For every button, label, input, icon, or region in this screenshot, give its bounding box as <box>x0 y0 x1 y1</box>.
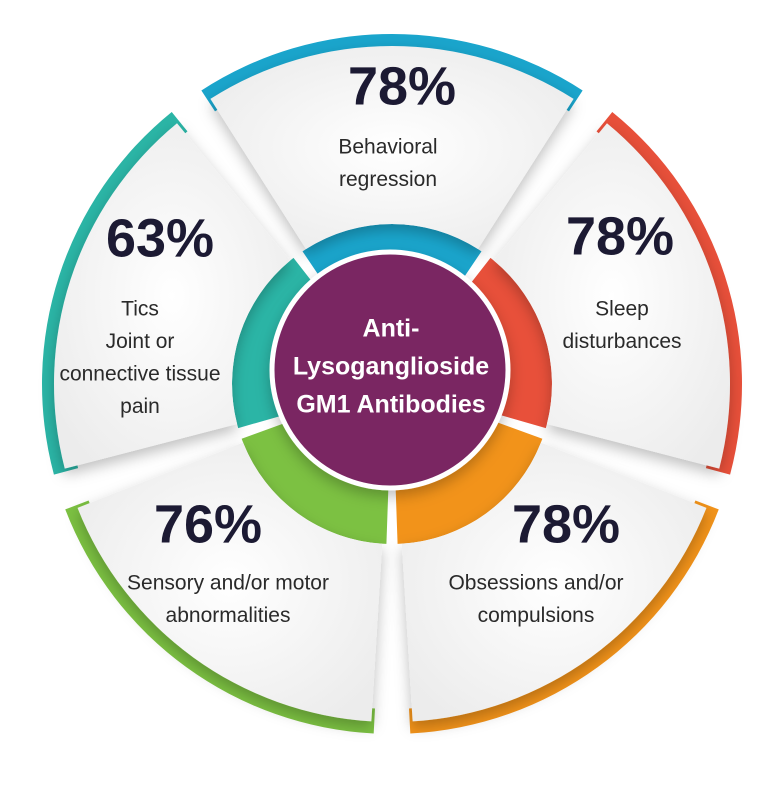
segment-label: abnormalities <box>166 604 291 627</box>
center-label: GM1 Antibodies <box>296 391 485 419</box>
segment-card <box>401 442 707 722</box>
segment-card <box>53 123 291 469</box>
segment-card <box>77 442 383 722</box>
center-label: Lysoganglioside <box>293 353 489 381</box>
segment-label: Obsessions and/or <box>448 572 623 595</box>
percent: 78% <box>348 56 456 116</box>
segment-label: Joint or <box>106 330 175 353</box>
percent: 78% <box>512 494 620 554</box>
segment-label: Behavioral <box>338 136 437 159</box>
segment-label: regression <box>339 168 437 191</box>
center-circle <box>269 249 511 491</box>
segment-card <box>210 45 574 250</box>
segment-label: connective tissue <box>59 363 220 386</box>
inner-band <box>395 418 543 544</box>
inner-band <box>241 418 389 544</box>
segment-card <box>493 123 730 469</box>
percent: 76% <box>154 494 262 554</box>
percent: 78% <box>566 206 674 266</box>
outer-band <box>201 34 583 112</box>
percent: 63% <box>106 208 214 268</box>
segment-label: compulsions <box>478 604 595 627</box>
segment-label: Tics <box>121 298 159 321</box>
center-label: Anti- <box>363 315 420 343</box>
segment-label: Sensory and/or motor <box>127 572 329 595</box>
segment-label: Sleep <box>595 298 649 321</box>
segment-label: disturbances <box>562 330 681 353</box>
segment-label: pain <box>120 395 160 418</box>
